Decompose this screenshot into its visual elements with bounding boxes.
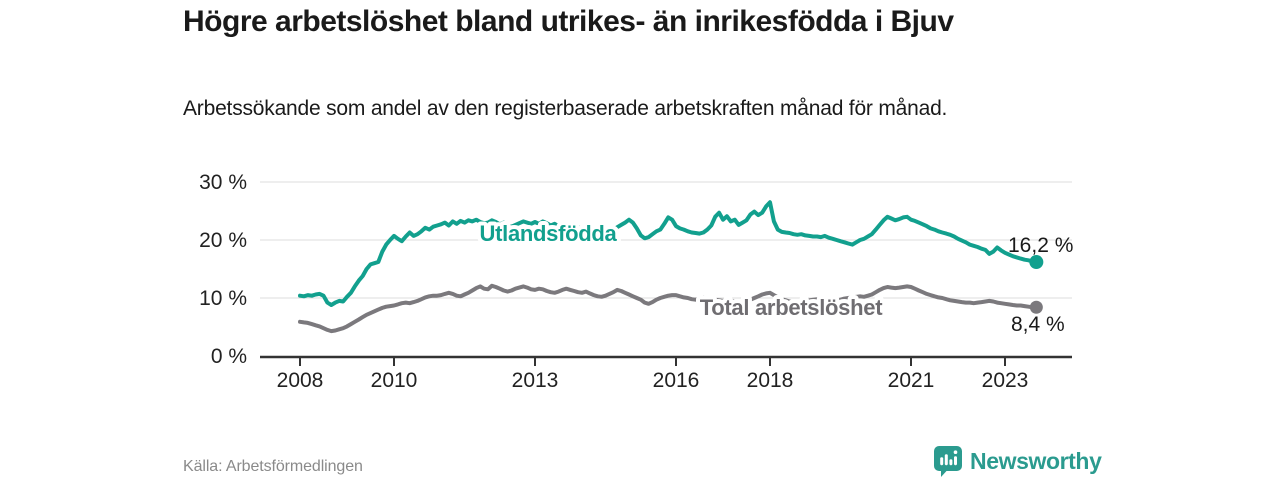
end-value-label-utlandsfodda: 16,2 % [1008, 234, 1073, 257]
y-axis-label-0: 0 % [211, 345, 247, 368]
series-label-total: Total arbetslöshet [700, 295, 883, 320]
x-axis-label-2008: 2008 [277, 369, 324, 392]
end-value-label-total: 8,4 % [1011, 313, 1065, 336]
newsworthy-wordmark: Newsworthy [970, 447, 1102, 474]
chart-title: Högre arbetslöshet bland utrikes- än inr… [183, 5, 954, 38]
x-axis-label-2013: 2013 [512, 369, 559, 392]
series-line-utlandsfodda [298, 200, 1039, 307]
end-dot-utlandsfodda [1029, 255, 1044, 270]
x-axis-label-2021: 2021 [888, 369, 935, 392]
end-dot-total [1029, 300, 1043, 314]
series-label-utlandsfodda: Utlandsfödda [480, 221, 618, 246]
x-axis-label-2018: 2018 [747, 369, 794, 392]
y-axis-label-10: 10 % [199, 287, 247, 310]
source-note: Källa: Arbetsförmedlingen [183, 458, 363, 475]
x-axis-label-2016: 2016 [653, 369, 700, 392]
y-axis-label-30: 30 % [199, 171, 247, 194]
x-axis-label-2010: 2010 [371, 369, 418, 392]
chart-subtitle: Arbetssökande som andel av den registerb… [183, 97, 948, 120]
newsworthy-logo: Newsworthy [933, 445, 1102, 477]
newsworthy-pin-barchart-icon [934, 446, 962, 477]
x-axis-label-2023: 2023 [982, 369, 1029, 392]
series-line-total [298, 283, 1039, 334]
y-axis-label-20: 20 % [199, 229, 247, 252]
